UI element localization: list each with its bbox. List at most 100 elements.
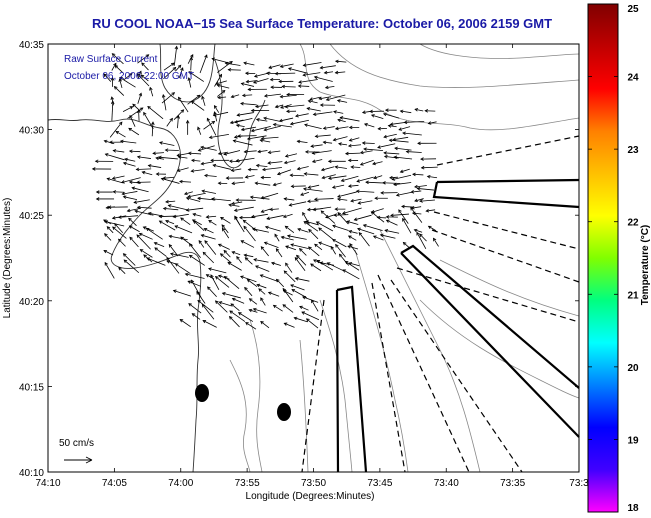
current-vector	[268, 64, 281, 69]
current-vector	[147, 105, 164, 120]
current-vector	[162, 206, 179, 211]
current-vector	[136, 155, 151, 159]
current-vector	[416, 231, 427, 250]
current-vector	[176, 167, 189, 172]
current-vector	[267, 150, 281, 155]
current-vector	[136, 205, 152, 210]
current-vector	[118, 266, 126, 274]
current-vector	[416, 186, 435, 191]
current-vector	[167, 204, 188, 211]
current-vector	[390, 213, 410, 218]
current-vector	[398, 126, 411, 131]
current-vector	[203, 120, 216, 130]
current-vector	[414, 184, 427, 189]
current-vector	[401, 204, 414, 209]
current-vector	[240, 82, 255, 87]
current-vector	[333, 213, 349, 217]
current-vector	[244, 175, 255, 179]
current-vector	[231, 201, 243, 206]
current-vector	[315, 221, 334, 232]
y-axis-label: Latitude (Degrees:Minutes)	[2, 198, 13, 319]
current-vector	[290, 184, 306, 189]
current-vector	[307, 99, 318, 104]
current-vector	[370, 211, 385, 223]
current-vector	[235, 198, 256, 202]
current-vector	[337, 197, 348, 202]
y-axis: 40:35 40:30 40:25 40:20 40:15 40:10	[19, 40, 579, 479]
current-vector	[419, 233, 427, 242]
current-vector	[174, 225, 193, 234]
current-vector	[104, 261, 115, 279]
current-vector	[232, 139, 253, 146]
current-vector	[233, 206, 254, 212]
current-vector	[219, 253, 232, 264]
current-vector	[223, 150, 241, 156]
current-vector	[231, 181, 245, 186]
current-vector	[247, 167, 258, 172]
current-vector	[122, 253, 136, 266]
current-vector	[202, 251, 215, 264]
x-tick-label: 74:05	[102, 478, 127, 489]
current-vector	[294, 256, 306, 272]
current-vector	[305, 318, 319, 329]
current-vector	[245, 322, 257, 330]
current-vector	[175, 64, 182, 72]
current-vector	[272, 122, 292, 128]
current-vector	[334, 70, 346, 75]
current-vector	[159, 141, 175, 146]
current-vector	[316, 259, 334, 271]
current-vector	[200, 145, 217, 151]
current-vector	[211, 197, 231, 202]
current-vector	[260, 246, 269, 257]
current-vector	[289, 173, 305, 178]
current-vector	[95, 190, 113, 194]
current-vector	[243, 253, 254, 258]
current-vector	[243, 225, 256, 242]
current-vector	[190, 169, 205, 173]
current-vector	[350, 165, 361, 169]
current-vector	[129, 236, 139, 248]
current-vector	[359, 150, 373, 155]
current-vector	[426, 174, 438, 179]
current-vector	[191, 279, 202, 298]
current-vector	[383, 133, 397, 139]
current-vector	[427, 121, 437, 125]
current-vector	[310, 263, 322, 272]
current-vector	[340, 175, 359, 182]
current-vector	[270, 85, 283, 90]
current-vector	[114, 64, 124, 74]
current-vector	[247, 87, 267, 92]
current-vector	[314, 243, 323, 251]
current-vector	[372, 235, 384, 241]
current-vector	[347, 158, 359, 163]
current-vector	[286, 92, 305, 97]
current-vector	[337, 212, 349, 225]
current-vector	[139, 249, 153, 258]
current-vector	[275, 278, 285, 288]
current-vector	[227, 67, 241, 72]
current-vector	[169, 252, 189, 258]
current-vector	[281, 84, 296, 89]
current-vector	[128, 225, 140, 233]
current-vector	[348, 137, 360, 142]
current-vector	[136, 109, 141, 121]
current-vector	[333, 110, 344, 114]
current-vector	[257, 149, 268, 154]
current-vector	[111, 53, 124, 65]
current-vector	[319, 65, 336, 70]
current-vector	[234, 216, 245, 233]
current-vector	[210, 274, 220, 290]
current-vector	[297, 84, 310, 88]
current-vector	[138, 232, 153, 240]
current-vector	[334, 165, 347, 169]
current-vector	[344, 151, 361, 156]
transect-polygons	[301, 135, 580, 473]
current-vector	[299, 248, 307, 256]
current-vector	[420, 157, 437, 161]
current-vector	[217, 243, 230, 250]
current-vector	[179, 179, 192, 184]
colorbar-tick-label: 19	[627, 435, 639, 446]
current-vector	[374, 196, 388, 201]
current-vector	[250, 213, 268, 219]
current-vector	[103, 73, 112, 82]
